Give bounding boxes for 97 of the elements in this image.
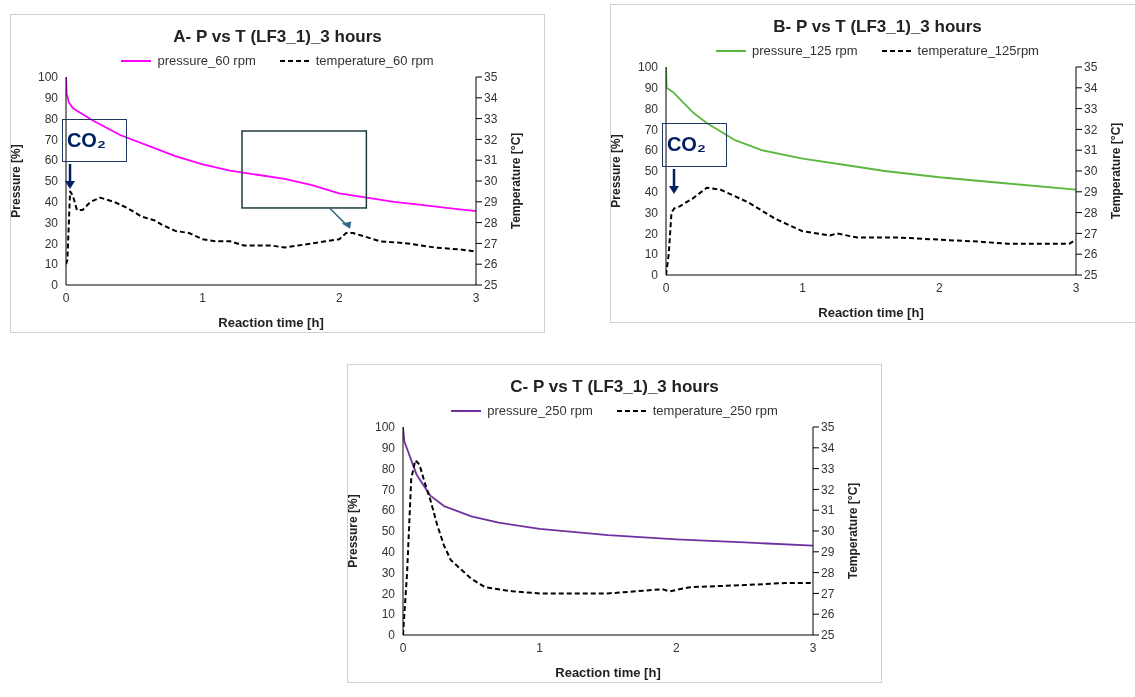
y2-tick-label: 32 [1084, 122, 1098, 137]
y-axis-title: Pressure [%] [9, 144, 24, 218]
y-tick-label: 80 [44, 111, 59, 126]
x-tick-label: 0 [399, 640, 407, 655]
y2-tick-label: 26 [821, 607, 835, 622]
chart-title: A- P vs T (LF3_1)_3 hours [172, 27, 383, 47]
y2-tick-label: 35 [484, 70, 498, 85]
y-tick-label: 90 [44, 91, 59, 106]
y-tick-label: 60 [381, 503, 396, 518]
y2-tick-label: 33 [821, 461, 835, 476]
chart-title: C- P vs T (LF3_1)_3 hours [509, 377, 720, 397]
y2-tick-label: 26 [1084, 247, 1098, 262]
y2-tick-label: 27 [821, 586, 835, 601]
y-tick-label: 0 [651, 268, 659, 283]
y-tick-label: 90 [381, 441, 396, 456]
y2-tick-label: 33 [484, 111, 498, 126]
y2-tick-label: 35 [1084, 60, 1098, 75]
annotation: CO₂ [61, 118, 128, 163]
y-tick-label: 50 [44, 174, 59, 189]
y-tick-label: 0 [388, 628, 396, 643]
y2-tick-label: 34 [1084, 81, 1098, 96]
y2-tick-label: 27 [1084, 226, 1098, 241]
x-tick-label: 1 [199, 290, 207, 305]
y-tick-label: 70 [381, 482, 396, 497]
y-tick-label: 40 [44, 195, 59, 210]
x-tick-label: 1 [799, 280, 807, 295]
y-axis-title: Pressure [%] [609, 134, 624, 208]
y2-tick-label: 29 [484, 195, 498, 210]
y2-tick-label: 32 [821, 482, 835, 497]
y2-tick-label: 29 [1084, 185, 1098, 200]
y2-tick-label: 34 [484, 91, 498, 106]
y2-tick-label: 31 [484, 153, 498, 168]
y2-tick-label: 33 [1084, 101, 1098, 116]
y-tick-label: 90 [644, 81, 659, 96]
y-tick-label: 80 [644, 101, 659, 116]
x-axis-title: Reaction time [h] [555, 665, 661, 680]
x-tick-label: 3 [809, 640, 817, 655]
x-tick-label: 2 [335, 290, 343, 305]
legend-label: pressure_125 rpm [751, 43, 858, 58]
y2-tick-label: 31 [1084, 143, 1098, 158]
y-tick-label: 50 [381, 524, 396, 539]
x-tick-label: 2 [672, 640, 680, 655]
y-tick-label: 80 [381, 461, 396, 476]
y-tick-label: 30 [381, 565, 396, 580]
legend-label: temperature_250 rpm [651, 403, 778, 418]
y2-tick-label: 30 [821, 524, 835, 539]
y-tick-label: 40 [381, 545, 396, 560]
legend-label: pressure_60 rpm [156, 53, 256, 68]
y2-tick-label: 30 [1084, 164, 1098, 179]
legend-label: pressure_250 rpm [486, 403, 593, 418]
y-tick-label: 100 [374, 420, 396, 435]
y2-tick-label: 28 [1084, 205, 1098, 220]
y-tick-label: 60 [644, 143, 659, 158]
y-tick-label: 30 [644, 205, 659, 220]
y2-tick-label: 28 [821, 565, 835, 580]
x-axis-title: Reaction time [h] [218, 315, 324, 330]
annotation: CO₂ [661, 123, 728, 167]
y-tick-label: 10 [381, 607, 396, 622]
y-tick-label: 20 [644, 226, 659, 241]
legend-label: temperature_125rpm [916, 43, 1039, 58]
y-tick-label: 70 [644, 122, 659, 137]
y2-axis-title: Temperature [°C] [1109, 122, 1124, 220]
y2-axis-title: Temperature [°C] [509, 132, 524, 230]
y2-tick-label: 35 [821, 420, 835, 435]
y-tick-label: 60 [44, 153, 59, 168]
y2-tick-label: 30 [484, 174, 498, 189]
y-axis-title: Pressure [%] [346, 494, 361, 568]
legend-label: temperature_60 rpm [314, 53, 434, 68]
y2-tick-label: 32 [484, 132, 498, 147]
y2-tick-label: 27 [484, 236, 498, 251]
y2-tick-label: 31 [821, 503, 835, 518]
x-axis-title: Reaction time [h] [818, 305, 924, 320]
y-tick-label: 40 [644, 185, 659, 200]
y-tick-label: 10 [44, 257, 59, 272]
y2-tick-label: 28 [484, 215, 498, 230]
x-tick-label: 0 [662, 280, 670, 295]
y2-tick-label: 25 [484, 278, 498, 293]
chart-title: B- P vs T (LF3_1)_3 hours [772, 17, 983, 37]
y-tick-label: 30 [44, 215, 59, 230]
y-tick-label: 100 [37, 70, 59, 85]
y2-tick-label: 34 [821, 441, 835, 456]
y-tick-label: 100 [637, 60, 659, 75]
y-tick-label: 50 [644, 164, 659, 179]
x-tick-label: 3 [472, 290, 480, 305]
x-tick-label: 2 [935, 280, 943, 295]
y-tick-label: 20 [44, 236, 59, 251]
y2-tick-label: 26 [484, 257, 498, 272]
y2-tick-label: 29 [821, 545, 835, 560]
y2-tick-label: 25 [1084, 268, 1098, 283]
y-tick-label: 10 [644, 247, 659, 262]
y2-tick-label: 25 [821, 628, 835, 643]
x-tick-label: 0 [62, 290, 70, 305]
y-tick-label: 20 [381, 586, 396, 601]
x-tick-label: 1 [536, 640, 544, 655]
y-tick-label: 70 [44, 132, 59, 147]
x-tick-label: 3 [1072, 280, 1080, 295]
y2-axis-title: Temperature [°C] [846, 482, 861, 580]
